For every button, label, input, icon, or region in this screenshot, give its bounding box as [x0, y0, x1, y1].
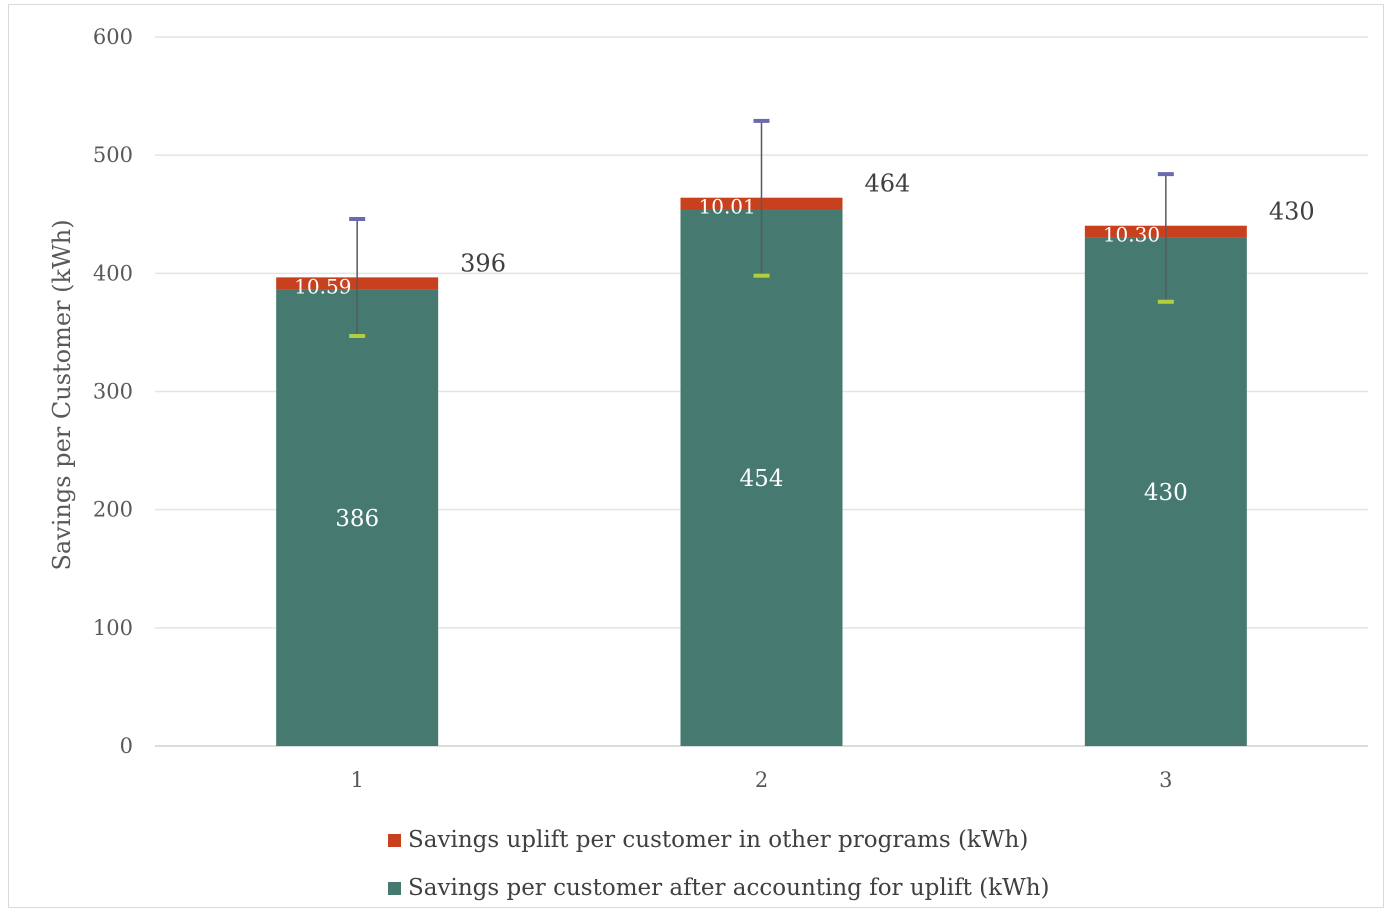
- y-tick-label: 300: [93, 380, 133, 404]
- x-tick-label: 3: [1159, 768, 1172, 792]
- data-label-uplift: 10.01: [699, 195, 756, 219]
- legend-label-savings: Savings per customer after accounting fo…: [408, 875, 1050, 901]
- data-label-total: 430: [1269, 198, 1315, 226]
- legend-item-savings: Savings per customer after accounting fo…: [388, 864, 1050, 912]
- x-tick-label: 1: [350, 768, 363, 792]
- data-labels: 386 10.59 396 454 10.01 464 430 10.30 430: [294, 170, 1314, 532]
- data-label-uplift: 10.59: [294, 274, 351, 298]
- y-tick-label: 200: [93, 498, 133, 522]
- bar-savings: [1084, 237, 1247, 746]
- data-label-savings: 386: [335, 506, 379, 532]
- data-label-savings: 454: [740, 466, 784, 492]
- y-tick-label: 0: [120, 734, 133, 758]
- x-tick-label: 2: [755, 768, 768, 792]
- legend-swatch-uplift: [388, 833, 401, 847]
- y-tick-labels: 0 100 200 300 400 500 600: [93, 25, 133, 758]
- legend-label-uplift: Savings uplift per customer in other pro…: [408, 827, 1029, 853]
- legend: Savings uplift per customer in other pro…: [388, 816, 1050, 912]
- data-label-total: 396: [460, 249, 506, 277]
- legend-item-uplift: Savings uplift per customer in other pro…: [388, 816, 1050, 864]
- data-label-uplift: 10.30: [1103, 223, 1160, 247]
- y-tick-label: 600: [93, 25, 133, 49]
- legend-swatch-savings: [388, 881, 401, 895]
- error-bars: [349, 118, 1174, 338]
- bars: [276, 197, 1247, 747]
- y-tick-label: 100: [93, 616, 133, 640]
- bar-savings: [680, 209, 843, 747]
- data-label-savings: 430: [1144, 480, 1188, 506]
- y-tick-label: 400: [93, 261, 133, 285]
- x-tick-labels: 1 2 3: [350, 768, 1172, 792]
- bar-savings: [276, 289, 439, 746]
- data-label-total: 464: [865, 170, 911, 198]
- y-axis-label: Savings per Customer (kWh): [48, 219, 76, 570]
- y-tick-label: 500: [93, 143, 133, 167]
